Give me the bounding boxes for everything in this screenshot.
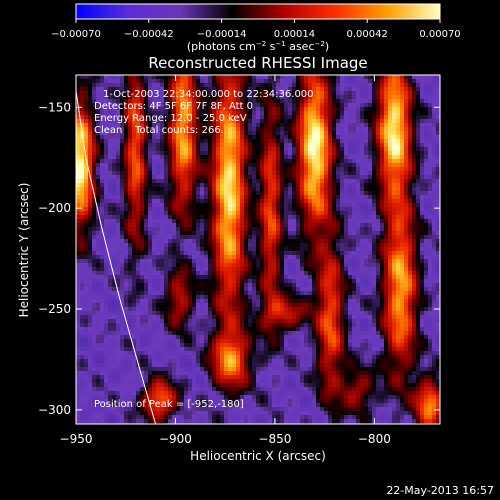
x-tick-label: −850 bbox=[258, 432, 291, 446]
x-tick-label: −900 bbox=[159, 432, 192, 446]
x-tick-label: −950 bbox=[60, 432, 93, 446]
colorbar-ticks bbox=[75, 19, 441, 23]
colorbar-tick-label: 0.00070 bbox=[419, 29, 460, 40]
y-tick-label: −250 bbox=[38, 302, 71, 316]
info-detectors: Detectors: 4F 5F 6F 7F 8F, Att 0 bbox=[94, 101, 253, 112]
heatmap-image bbox=[76, 75, 440, 424]
plot-frame bbox=[75, 74, 441, 425]
chart-title: Reconstructed RHESSI Image bbox=[148, 54, 367, 72]
info-energy-range: Energy Range: 12.0 - 25.0 keV bbox=[94, 113, 247, 124]
y-tick-label: −200 bbox=[38, 201, 71, 215]
colorbar-tick-label: −0.00070 bbox=[51, 29, 101, 40]
x-tick-label: −800 bbox=[358, 432, 391, 446]
colorbar-tick-label: −0.00042 bbox=[124, 29, 174, 40]
colorbar-tick-labels: −0.00070 −0.00042 −0.00014 0.00014 0.00042 0.… bbox=[51, 29, 461, 40]
y-axis-ticks: −150 −200 −250 −300 bbox=[38, 100, 440, 417]
solar-limb-line bbox=[76, 91, 157, 424]
y-tick-label: −300 bbox=[38, 403, 71, 417]
y-tick-label: −150 bbox=[38, 100, 71, 114]
y-axis-label: Heliocentric Y (arcsec) bbox=[17, 183, 31, 318]
info-total-counts: Clean Total counts: 266. bbox=[94, 125, 224, 136]
footer-timestamp: 22-May-2013 16:57 bbox=[386, 484, 494, 497]
x-axis-label: Heliocentric X (arcsec) bbox=[190, 449, 326, 463]
colorbar bbox=[75, 3, 441, 20]
x-axis-ticks: −950 −900 −850 −800 bbox=[60, 75, 391, 446]
info-peak-position: Position of Peak = [-952,-180] bbox=[94, 399, 244, 410]
info-time-range: 1-Oct-2003 22:34:00.000 to 22:34:36.000 bbox=[103, 89, 314, 100]
colorbar-tick-label: −0.00014 bbox=[197, 29, 247, 40]
heatmap-image-holder bbox=[76, 75, 440, 424]
colorbar-unit-label: (photons cm−2 s−1 asec−2) bbox=[187, 40, 329, 53]
colorbar-tick-label: 0.00042 bbox=[347, 29, 388, 40]
observation-info: 1-Oct-2003 22:34:00.000 to 22:34:36.000 … bbox=[94, 89, 314, 410]
colorbar-tick-label: 0.00014 bbox=[274, 29, 315, 40]
